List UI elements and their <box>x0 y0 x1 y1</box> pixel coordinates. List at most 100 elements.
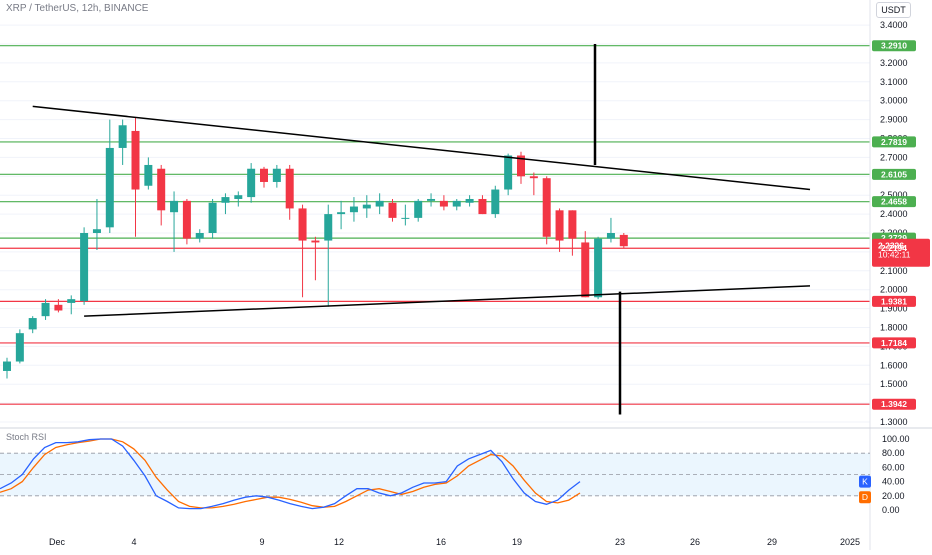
candle-up[interactable] <box>594 238 603 298</box>
candle-up[interactable] <box>144 164 153 186</box>
trendline[interactable] <box>84 285 811 317</box>
price-axis-tick: 3.4000 <box>880 20 908 30</box>
candle-down[interactable] <box>54 304 63 311</box>
time-axis-tick: 4 <box>131 537 136 547</box>
level-label: 2.2194 <box>881 243 907 253</box>
time-axis-tick: 12 <box>334 537 344 547</box>
candle-down[interactable] <box>529 176 538 179</box>
level-label-box <box>872 168 916 180</box>
time-axis-tick: 16 <box>436 537 446 547</box>
candle-up[interactable] <box>92 229 101 233</box>
time-axis-tick: 9 <box>259 537 264 547</box>
candle-up[interactable] <box>208 202 217 233</box>
rsi-axis-tick: 40.00 <box>882 477 905 487</box>
level-label-box <box>872 40 916 52</box>
level-label-box <box>872 136 916 148</box>
candle-up[interactable] <box>272 168 281 182</box>
candle-down[interactable] <box>542 178 551 237</box>
candle-up[interactable] <box>15 333 24 362</box>
candle-up[interactable] <box>28 318 37 330</box>
candle-up[interactable] <box>118 125 127 148</box>
price-axis-tick: 1.5000 <box>880 379 908 389</box>
level-label-box <box>872 196 916 208</box>
candle-up[interactable] <box>234 195 243 199</box>
symbol-title: XRP / TetherUS, 12h, BINANCE <box>6 3 149 14</box>
candle-down[interactable] <box>285 168 294 209</box>
candle-down[interactable] <box>478 198 487 215</box>
current-price-box <box>872 238 930 267</box>
candle-up[interactable] <box>427 198 436 201</box>
candle-up[interactable] <box>401 217 410 219</box>
candle-up[interactable] <box>195 233 204 239</box>
current-price-label: 2.2326 <box>878 241 904 251</box>
candle-up[interactable] <box>337 212 346 215</box>
candle-up[interactable] <box>105 147 114 228</box>
price-axis-tick: 2.4000 <box>880 209 908 219</box>
candle-up[interactable] <box>465 198 474 203</box>
candle-up[interactable] <box>414 200 423 218</box>
candle-up[interactable] <box>606 233 615 239</box>
candle-down[interactable] <box>311 240 320 243</box>
level-label: 2.2729 <box>881 233 907 243</box>
rsi-axis-tick: 80.00 <box>882 448 905 458</box>
level-label: 1.3942 <box>881 399 907 409</box>
price-axis-tick: 2.5000 <box>880 190 908 200</box>
candle-down[interactable] <box>157 168 166 211</box>
candle-up[interactable] <box>221 197 230 203</box>
candle-down[interactable] <box>517 155 525 177</box>
candle-up[interactable] <box>41 302 50 317</box>
candle-up[interactable] <box>80 233 89 302</box>
level-label-box <box>872 295 916 307</box>
price-axis-tick: 1.6000 <box>880 360 908 370</box>
candle-down[interactable] <box>260 168 268 182</box>
price-axis-tick: 2.1000 <box>880 266 908 276</box>
level-label: 2.7819 <box>881 137 907 147</box>
candle-up[interactable] <box>67 299 76 303</box>
level-label: 1.9381 <box>881 296 907 306</box>
rsi-axis-tick: 0.00 <box>882 505 900 515</box>
price-axis-tick: 3.1000 <box>880 77 908 87</box>
candle-up[interactable] <box>324 214 333 241</box>
candle-down[interactable] <box>619 234 628 247</box>
rsi-indicator-title[interactable]: Stoch RSI <box>6 432 47 442</box>
currency-button[interactable]: USDT <box>876 2 911 18</box>
price-axis-tick: 1.9000 <box>880 304 908 314</box>
candle-down[interactable] <box>298 208 307 241</box>
candle-up[interactable] <box>247 168 256 198</box>
candle-down[interactable] <box>581 242 590 298</box>
price-axis-tick: 3.0000 <box>880 96 908 106</box>
price-axis-tick: 3.2000 <box>880 58 908 68</box>
level-label-box <box>872 398 916 410</box>
trendline[interactable] <box>32 105 811 191</box>
candle-up[interactable] <box>170 200 179 213</box>
candle-up[interactable] <box>504 155 513 190</box>
level-label: 1.7184 <box>881 338 907 348</box>
rsi-axis-tick: 100.00 <box>882 434 910 444</box>
candle-down[interactable] <box>131 130 140 190</box>
candle-up[interactable] <box>375 200 384 207</box>
price-axis-tick: 2.0000 <box>880 285 908 295</box>
rsi-legend-label: D <box>862 492 868 502</box>
time-axis-tick: 26 <box>690 537 700 547</box>
rsi-legend-label: K <box>862 477 868 487</box>
candle-down[interactable] <box>439 200 448 207</box>
candle-up[interactable] <box>452 200 461 207</box>
candle-up[interactable] <box>3 361 11 371</box>
time-axis-tick: 2025 <box>840 537 860 547</box>
countdown-label: 10:42:11 <box>878 250 911 260</box>
candle-up[interactable] <box>491 189 500 215</box>
rsi-legend-box <box>859 475 871 488</box>
level-label: 2.6105 <box>881 169 907 179</box>
candle-down[interactable] <box>555 210 564 241</box>
candle-up[interactable] <box>362 204 371 209</box>
time-axis-tick: 23 <box>615 537 625 547</box>
level-label: 3.2910 <box>881 41 907 51</box>
candle-down[interactable] <box>568 210 577 239</box>
candle-down[interactable] <box>388 202 397 218</box>
candle-up[interactable] <box>349 206 358 213</box>
candle-down[interactable] <box>182 200 191 239</box>
price-axis-tick: 1.8000 <box>880 323 908 333</box>
price-axis-tick: 2.7000 <box>880 152 908 162</box>
